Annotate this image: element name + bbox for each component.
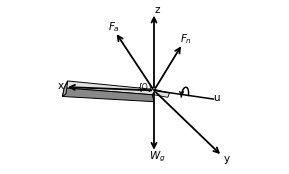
Polygon shape: [62, 88, 154, 102]
Text: {O}: {O}: [137, 82, 152, 91]
Text: y: y: [223, 154, 229, 164]
Polygon shape: [154, 90, 170, 97]
Text: $F_n$: $F_n$: [180, 33, 192, 46]
Polygon shape: [64, 81, 156, 95]
Polygon shape: [62, 81, 68, 97]
Text: $F_a$: $F_a$: [108, 21, 120, 34]
Text: z: z: [155, 5, 160, 15]
Text: u: u: [213, 93, 219, 103]
Text: $W_g$: $W_g$: [149, 149, 165, 164]
Text: x: x: [58, 81, 64, 91]
